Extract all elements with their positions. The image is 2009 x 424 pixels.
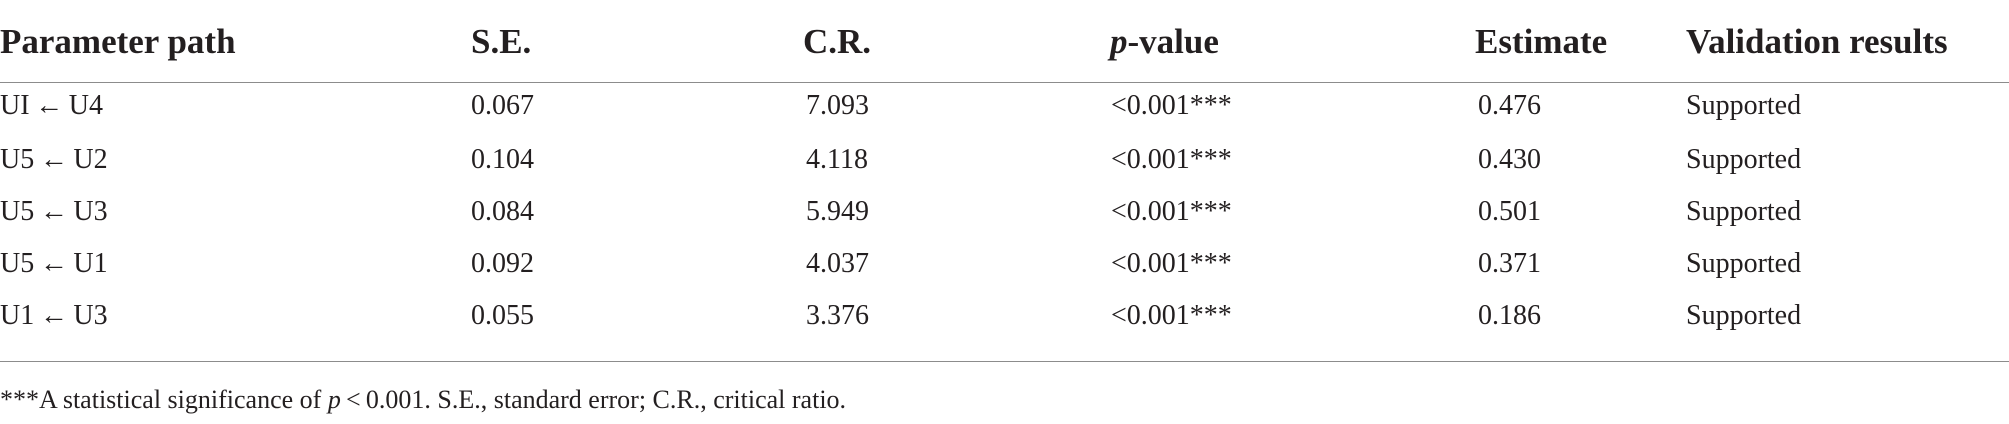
header-validation-results: Validation results [1686, 22, 1948, 61]
table-row: U5 ← U3 0.084 5.949 <0.001*** 0.501 Supp… [0, 186, 2009, 238]
cell-cr: 5.949 [806, 196, 869, 227]
footnote-suffix: < 0.001. S.E., standard error; C.R., cri… [340, 385, 847, 414]
table-footnote: ***A statistical significance of p < 0.0… [0, 378, 846, 422]
cell-estimate: 0.186 [1478, 300, 1541, 331]
cell-cr: 3.376 [806, 300, 869, 331]
cell-parameter-path: U1 ← U3 [0, 300, 108, 331]
cell-validation: Supported [1686, 144, 1802, 175]
header-cr: C.R. [803, 22, 872, 61]
table-row: U1 ← U3 0.055 3.376 <0.001*** 0.186 Supp… [0, 290, 2009, 342]
footnote-p-italic: p [327, 385, 341, 414]
header-p-value: p-value [1110, 14, 1219, 70]
cell-validation: Supported [1686, 248, 1802, 279]
cell-p-value: <0.001*** [1111, 144, 1232, 175]
cell-p-value: <0.001*** [1111, 248, 1232, 279]
cell-se: 0.084 [471, 196, 534, 227]
cell-se: 0.067 [471, 90, 534, 121]
cell-validation: Supported [1686, 300, 1802, 331]
cell-se: 0.055 [471, 300, 534, 331]
cell-cr: 7.093 [806, 90, 869, 121]
header-estimate: Estimate [1475, 22, 1608, 61]
cell-cr: 4.118 [806, 144, 868, 175]
cell-validation: Supported [1686, 90, 1802, 121]
cell-p-value: <0.001*** [1111, 196, 1232, 227]
cell-estimate: 0.371 [1478, 248, 1541, 279]
header-divider [0, 82, 2009, 83]
table-row: UI ← U4 0.067 7.093 <0.001*** 0.476 Supp… [0, 80, 2009, 132]
cell-estimate: 0.476 [1478, 90, 1541, 121]
cell-se: 0.092 [471, 248, 534, 279]
table-header-row: Parameter path S.E. C.R. p-value Estimat… [0, 14, 2009, 70]
table-row: U5 ← U2 0.104 4.118 <0.001*** 0.430 Supp… [0, 134, 2009, 186]
cell-cr: 4.037 [806, 248, 869, 279]
cell-parameter-path: U5 ← U2 [0, 144, 108, 175]
cell-estimate: 0.501 [1478, 196, 1541, 227]
footnote-prefix: ***A statistical significance of [0, 385, 328, 414]
table-bottom-divider [0, 361, 2009, 362]
cell-se: 0.104 [471, 144, 534, 175]
cell-p-value: <0.001*** [1111, 90, 1232, 121]
header-parameter-path: Parameter path [0, 22, 236, 61]
header-se: S.E. [471, 22, 532, 61]
cell-parameter-path: U5 ← U1 [0, 248, 108, 279]
cell-parameter-path: UI ← U4 [0, 90, 103, 121]
cell-estimate: 0.430 [1478, 144, 1541, 175]
header-p-italic: p [1110, 22, 1128, 61]
header-p-rest: -value [1127, 22, 1219, 61]
cell-p-value: <0.001*** [1111, 300, 1232, 331]
cell-parameter-path: U5 ← U3 [0, 196, 108, 227]
table-row: U5 ← U1 0.092 4.037 <0.001*** 0.371 Supp… [0, 238, 2009, 290]
cell-validation: Supported [1686, 196, 1802, 227]
